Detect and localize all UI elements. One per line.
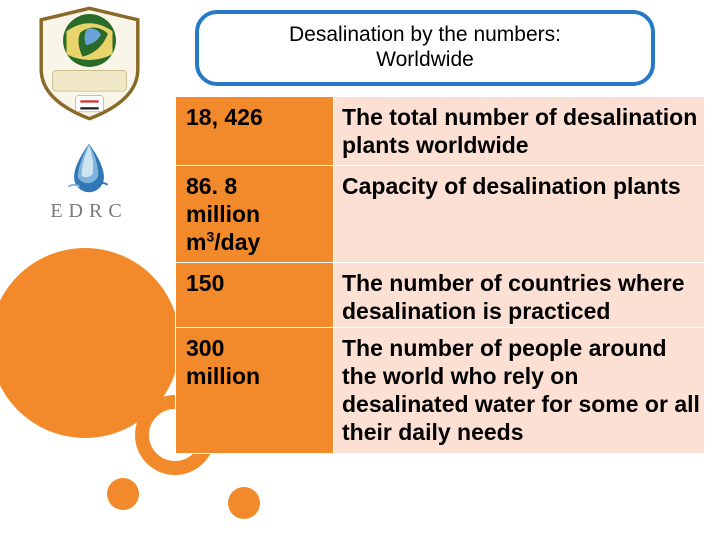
stats-table-wrap: 18, 426 The total number of desalination…: [175, 96, 705, 454]
header-line-2: Worldwide: [376, 48, 474, 71]
people-line-1: 300: [186, 335, 224, 361]
decor-circle-small-2: [228, 487, 260, 519]
stat-desc-capacity: Capacity of desalination plants: [334, 166, 705, 263]
edrc-logo: EDRC: [30, 140, 148, 223]
water-drop-icon: [61, 140, 117, 196]
stat-value-plants: 18, 426: [176, 97, 334, 166]
stat-value-countries: 150: [176, 263, 334, 328]
table-row: 300 million The number of people around …: [176, 328, 705, 453]
stat-desc-plants: The total number of desalination plants …: [334, 97, 705, 166]
table-row: 86. 8 million m3/day Capacity of desalin…: [176, 166, 705, 263]
people-line-2: million: [186, 363, 260, 389]
page-header: Desalination by the numbers: Worldwide: [195, 10, 655, 86]
header-line-1: Desalination by the numbers:: [289, 23, 561, 46]
stat-desc-countries: The number of countries where desalinati…: [334, 263, 705, 328]
shield-logo: [32, 6, 147, 121]
stat-value-people: 300 million: [176, 328, 334, 453]
decor-circle-small-1: [107, 478, 139, 510]
capacity-line-3-post: /day: [214, 229, 260, 255]
stat-desc-people: The number of people around the world wh…: [334, 328, 705, 453]
capacity-line-2: million: [186, 201, 260, 227]
edrc-label: EDRC: [30, 200, 148, 223]
capacity-line-3-pre: m: [186, 229, 206, 255]
shield-icon: [32, 6, 147, 121]
stats-table: 18, 426 The total number of desalination…: [175, 96, 705, 454]
table-row: 18, 426 The total number of desalination…: [176, 97, 705, 166]
stat-value-capacity: 86. 8 million m3/day: [176, 166, 334, 263]
capacity-line-1: 86. 8: [186, 173, 237, 199]
table-row: 150 The number of countries where desali…: [176, 263, 705, 328]
header-pill: Desalination by the numbers: Worldwide: [195, 10, 655, 86]
